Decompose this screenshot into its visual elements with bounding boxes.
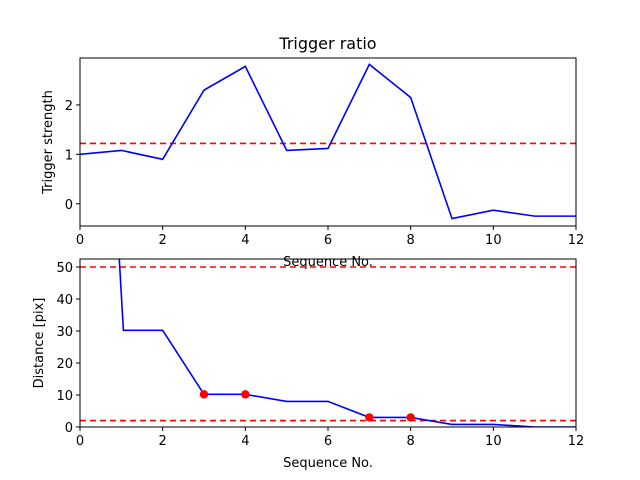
x-tick-label: 4 [241, 233, 249, 248]
x-tick-label: 0 [76, 233, 84, 248]
y-tick-label: 30 [56, 325, 73, 340]
x-tick-label: 4 [241, 434, 249, 449]
data-point-marker [241, 390, 250, 399]
x-tick-label: 0 [76, 434, 84, 449]
x-tick-label: 6 [324, 233, 332, 248]
series-line [80, 63, 576, 220]
series-line [118, 259, 576, 427]
y-axis-label: Distance [pix] [32, 298, 47, 389]
x-axis-label: Sequence No. [283, 255, 373, 270]
x-tick-label: 12 [568, 434, 585, 449]
plot-area [80, 63, 576, 220]
tick-layer: 0 2 4 6 8 10 12 0 10 20 30 40 50 [56, 261, 584, 449]
x-tick-label: 8 [407, 434, 415, 449]
y-tick-label: 0 [65, 421, 73, 436]
x-tick-label: 10 [485, 434, 502, 449]
y-tick-label: 20 [56, 357, 73, 372]
y-tick-label: 10 [56, 389, 73, 404]
x-tick-label: 10 [485, 233, 502, 248]
y-axis-label: Trigger strength [41, 90, 56, 195]
y-tick-label: 1 [65, 148, 73, 163]
y-tick-label: 0 [65, 198, 73, 213]
plot-area [80, 259, 576, 427]
x-axis-label: Sequence No. [283, 456, 373, 471]
x-tick-label: 8 [407, 233, 415, 248]
x-tick-label: 2 [159, 434, 167, 449]
data-point-marker [365, 413, 374, 422]
x-tick-label: 12 [568, 233, 585, 248]
x-tick-label: 6 [324, 434, 332, 449]
data-point-marker [199, 390, 209, 399]
axes-frame [79, 258, 577, 428]
y-tick-label: 50 [56, 261, 73, 276]
data-point-marker [406, 413, 415, 422]
y-tick-label: 40 [56, 293, 73, 308]
x-tick-label: 2 [159, 233, 167, 248]
axes-frame [79, 57, 577, 227]
chart-title: Trigger ratio [278, 34, 376, 53]
y-tick-label: 2 [65, 99, 73, 114]
distance-chart: 0 2 4 6 8 10 12 0 10 20 30 40 50 Sequence No. Distan… [32, 258, 584, 471]
